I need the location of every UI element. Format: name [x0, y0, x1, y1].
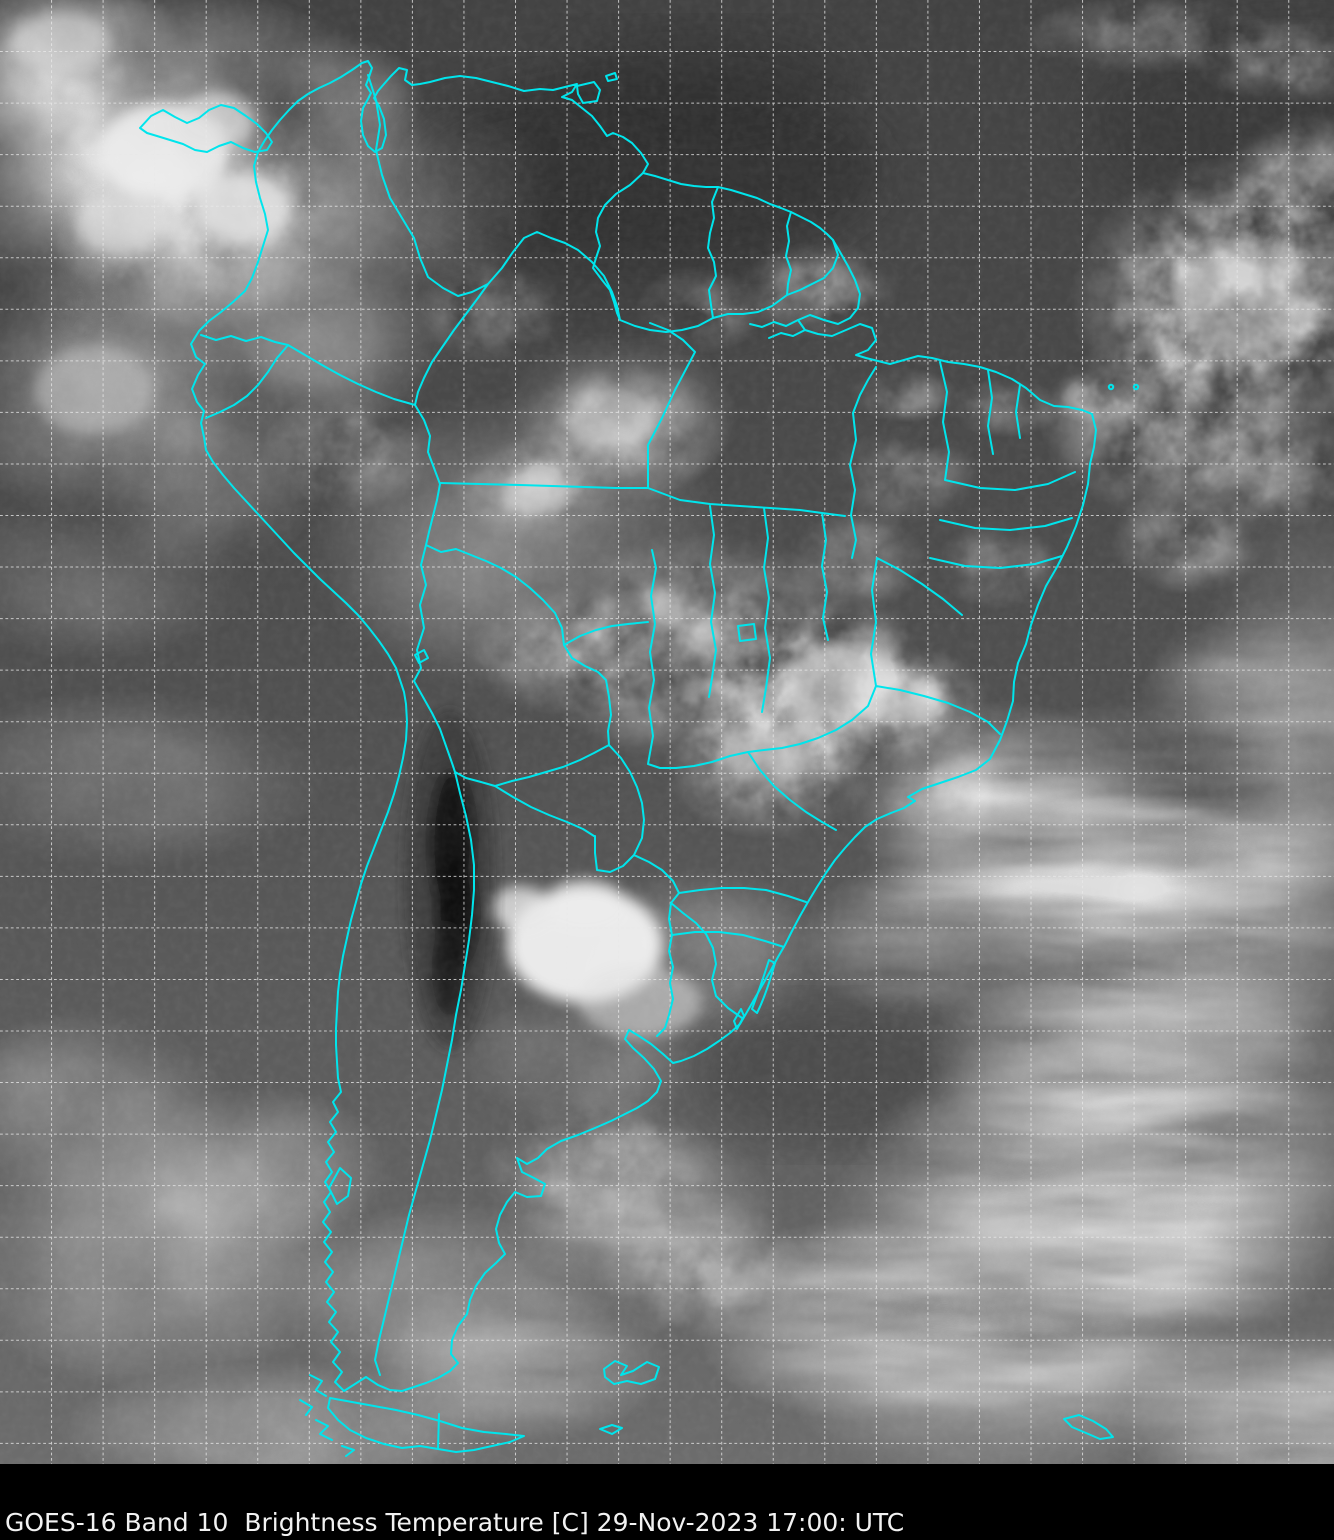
- trinidad-tobago-outline: [576, 72, 618, 104]
- caption-text: GOES-16 Band 10 Brightness Temperature […: [5, 1507, 905, 1537]
- country-borders-path: [200, 74, 839, 1376]
- political-borders: [139, 60, 1140, 1457]
- panama-outline: [139, 104, 273, 153]
- coastline-path: [190, 60, 1097, 1392]
- island-dot: [1107, 383, 1115, 391]
- satellite-scene: [0, 0, 1334, 1464]
- falkland-islands-outline: [603, 1360, 660, 1385]
- lagoons-outline: [733, 959, 776, 1030]
- caption-bar: GOES-16 Band 10 Brightness Temperature […: [0, 1464, 1334, 1540]
- chiloe-island-outline: [328, 1167, 352, 1205]
- graticule: [0, 0, 1334, 1464]
- south-georgia-outline: [1063, 1414, 1114, 1440]
- island-dot: [1132, 383, 1140, 391]
- satellite-image: [0, 0, 1334, 1464]
- cloud-layer: [0, 0, 1334, 1464]
- brazil-state-borders-path: [439, 319, 1076, 948]
- tierra-del-fuego-outline: [299, 1374, 623, 1457]
